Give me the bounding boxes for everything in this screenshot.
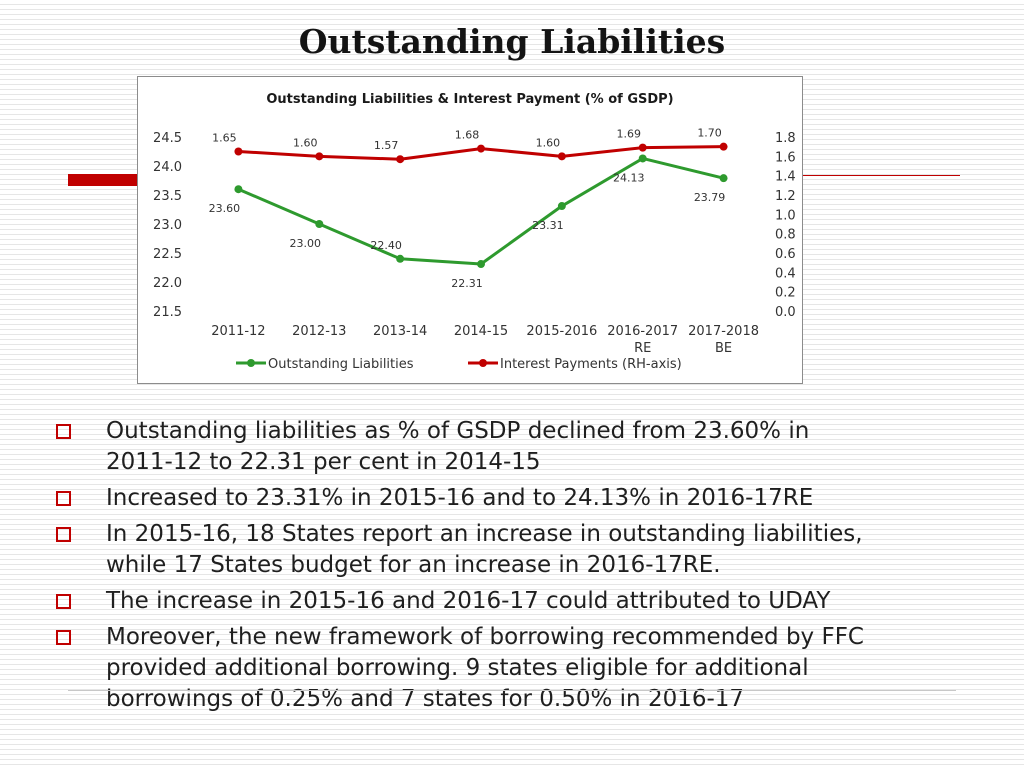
accent-bar: [68, 174, 138, 186]
bullet-list: Outstanding liabilities as % of GSDP dec…: [54, 416, 974, 720]
bullet-square-icon: [56, 594, 71, 609]
y-right-tick-label: 0.2: [775, 286, 796, 301]
outstanding-liabilities-data-label: 24.13: [613, 171, 645, 184]
y-right-tick-label: 1.4: [775, 170, 796, 185]
chart-title: Outstanding Liabilities & Interest Payme…: [266, 92, 673, 107]
y-right-tick-label: 0.4: [775, 266, 796, 281]
bullet-item: In 2015-16, 18 States report an increase…: [54, 519, 974, 581]
outstanding-liabilities-data-label: 22.40: [370, 239, 402, 252]
bullet-text-line: In 2015-16, 18 States report an increase…: [106, 521, 863, 547]
y-left-tick-label: 21.5: [153, 305, 182, 320]
outstanding-liabilities-data-label: 23.79: [694, 191, 726, 204]
x-tick-label: 2012-13: [292, 324, 346, 339]
interest-payments-legend-marker: [479, 359, 487, 367]
y-right-tick-label: 1.6: [775, 150, 796, 165]
bullet-square-icon: [56, 527, 71, 542]
bullet-item: The increase in 2015-16 and 2016-17 coul…: [54, 586, 974, 617]
bullet-text-line: Increased to 23.31% in 2015-16 and to 24…: [106, 485, 814, 511]
y-right-tick-label: 0.8: [775, 228, 796, 243]
outstanding-liabilities-data-point: [396, 254, 405, 263]
interest-payments-data-point: [315, 152, 324, 161]
x-tick-label: 2011-12: [211, 324, 265, 339]
x-tick-label: RE: [634, 341, 651, 356]
y-left-tick-label: 23.5: [153, 189, 182, 204]
x-tick-label: 2014-15: [454, 324, 508, 339]
bullet-square-icon: [56, 491, 71, 506]
interest-payments-data-point: [234, 147, 243, 156]
y-right-tick-label: 0.6: [775, 247, 796, 262]
y-right-tick-label: 1.0: [775, 208, 796, 223]
interest-payments-data-point: [396, 155, 405, 164]
outstanding-liabilities-data-point: [477, 260, 485, 269]
y-left-tick-label: 23.0: [153, 218, 182, 233]
outstanding-liabilities-data-label: 23.31: [532, 219, 564, 232]
chart-container: Outstanding Liabilities & Interest Payme…: [137, 76, 803, 384]
page-title: Outstanding Liabilities: [298, 22, 726, 61]
y-left-tick-label: 22.0: [153, 276, 182, 291]
y-left-tick-label: 24.5: [153, 131, 182, 146]
interest-payments-data-label: 1.68: [455, 129, 480, 142]
interest-payments-data-label: 1.69: [616, 128, 641, 141]
bullet-item: Increased to 23.31% in 2015-16 and to 24…: [54, 483, 974, 514]
bullet-text-line: Moreover, the new framework of borrowing…: [106, 624, 864, 650]
interest-payments-data-point: [719, 142, 728, 151]
bullet-text-line: 2011-12 to 22.31 per cent in 2014-15: [106, 449, 541, 475]
outstanding-liabilities-legend-marker: [247, 359, 255, 367]
outstanding-liabilities-data-point: [719, 174, 728, 183]
outstanding-liabilities-data-label: 23.00: [290, 237, 322, 250]
interest-payments-data-point: [638, 143, 647, 152]
interest-payments-data-point: [557, 152, 566, 161]
y-right-tick-label: 1.8: [775, 131, 796, 146]
x-tick-label: 2015-2016: [526, 324, 597, 339]
y-left-tick-label: 22.5: [153, 247, 182, 262]
interest-payments-data-point: [477, 144, 485, 153]
interest-payments-data-label: 1.60: [293, 136, 318, 149]
x-tick-label: 2017-2018: [688, 324, 759, 339]
outstanding-liabilities-legend-label: Outstanding Liabilities: [268, 357, 414, 372]
interest-payments-data-label: 1.65: [212, 132, 237, 145]
footer-divider-line: [68, 690, 956, 691]
bullet-text-line: while 17 States budget for an increase i…: [106, 552, 721, 578]
line-chart: Outstanding Liabilities & Interest Payme…: [153, 92, 796, 372]
bullet-text-line: The increase in 2015-16 and 2016-17 coul…: [106, 588, 831, 614]
outstanding-liabilities-data-point: [315, 220, 324, 228]
bullet-text-line: provided additional borrowing. 9 states …: [106, 655, 809, 681]
outstanding-liabilities-data-point: [557, 202, 566, 211]
interest-payments-data-label: 1.57: [374, 139, 399, 152]
y-left-tick-label: 24.0: [153, 160, 182, 175]
interest-payments-legend-label: Interest Payments (RH-axis): [500, 357, 682, 372]
y-right-tick-label: 0.0: [775, 305, 796, 320]
x-tick-label: 2013-14: [373, 324, 427, 339]
y-right-tick-label: 1.2: [775, 189, 796, 204]
bullet-square-icon: [56, 424, 71, 439]
outstanding-liabilities-data-point: [234, 185, 243, 194]
outstanding-liabilities-data-label: 22.31: [451, 277, 483, 290]
interest-payments-data-label: 1.70: [697, 127, 722, 140]
bullet-item: Moreover, the new framework of borrowing…: [54, 622, 974, 715]
outstanding-liabilities-data-point: [638, 154, 647, 163]
interest-payments-data-label: 1.60: [536, 136, 561, 149]
bullet-item: Outstanding liabilities as % of GSDP dec…: [54, 416, 974, 478]
accent-divider-line: [802, 175, 960, 176]
x-tick-label: BE: [715, 341, 732, 356]
bullet-text-line: Outstanding liabilities as % of GSDP dec…: [106, 418, 810, 444]
outstanding-liabilities-data-label: 23.60: [209, 202, 241, 215]
bullet-square-icon: [56, 630, 71, 645]
x-tick-label: 2016-2017: [607, 324, 678, 339]
